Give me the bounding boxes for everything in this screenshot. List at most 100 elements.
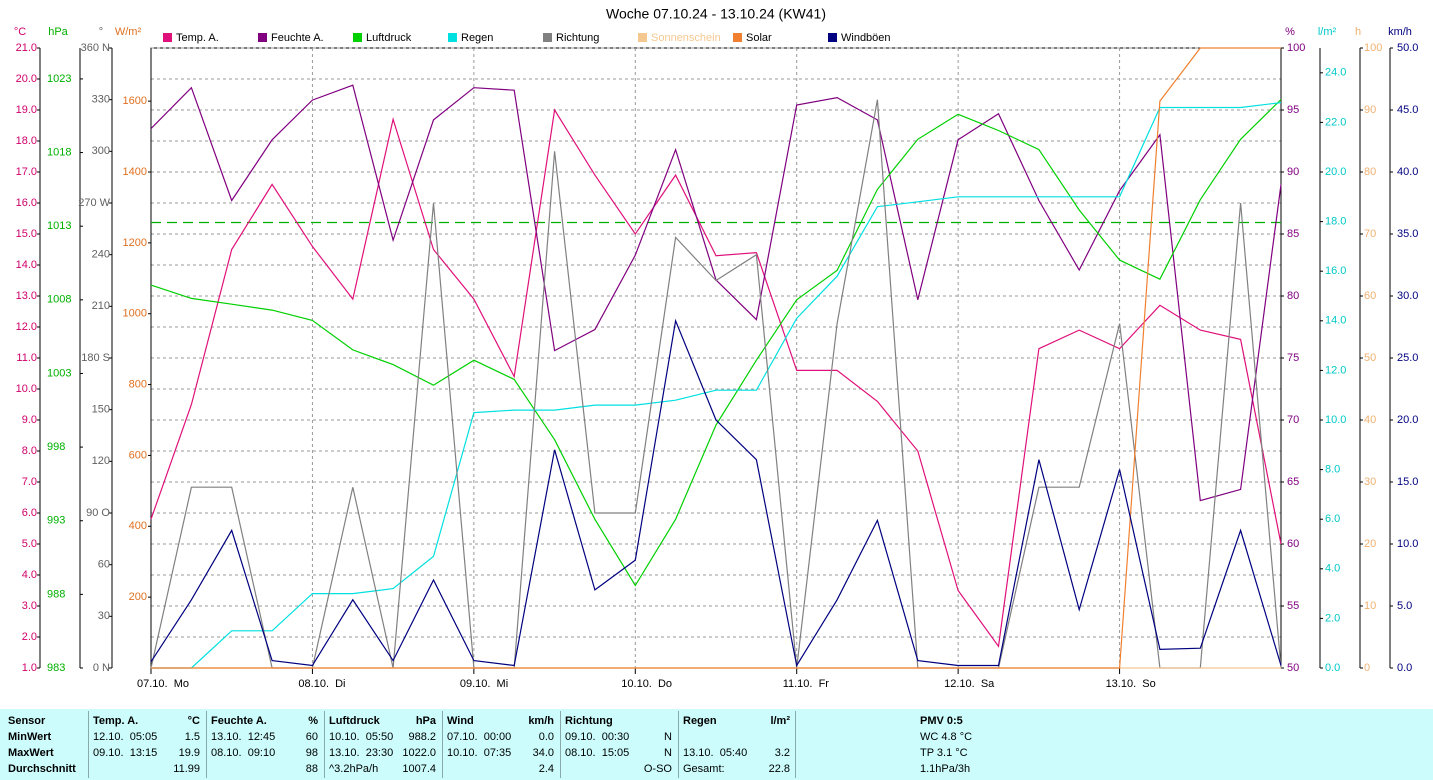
table-cell: WC 4.8 °C [920,731,973,743]
y-tick-label: 5.0 [1397,600,1412,612]
y-tick-label: 50 [1364,352,1376,364]
y-tick-label: 12.0 [1325,364,1346,376]
y-tick-label: 7.0 [22,476,37,488]
legend-swatch [543,33,552,42]
y-tick-label: 100 [1364,42,1382,54]
axis-unit: hPa [48,26,68,38]
y-tick-label: 1200 [123,237,147,249]
y-tick-label: 4.0 [1325,563,1340,575]
table-cell: 13.10. 23:30 [329,747,394,759]
y-tick-label: 993 [47,515,65,527]
table-cell: 08.10. 15:05 [565,747,630,759]
y-tick-label: 4.0 [22,569,37,581]
table-cell: 19.9 [178,747,200,759]
y-tick-label: 1.0 [22,662,37,674]
y-tick-label: 14.0 [1325,315,1346,327]
y-tick-label: 80 [1287,290,1299,302]
table-cell: Durchschnitt [8,763,76,775]
y-tick-label: 998 [47,441,65,453]
axis-unit: W/m² [115,26,142,38]
axis-unit: % [1285,26,1295,38]
y-tick-label: 70 [1364,228,1376,240]
legend-swatch [733,33,742,42]
table-cell: 13.10. 12:45 [211,731,276,743]
y-tick-label: 1008 [47,294,71,306]
table-cell: Regen [683,715,717,727]
series-line [150,108,1282,648]
y-tick-label: 5.0 [22,538,37,550]
y-tick-label: 60 [1364,290,1376,302]
series-line [150,318,1282,668]
table-cell: Temp. A. [93,715,139,727]
axis-unit: h [1355,26,1361,38]
x-tick-label: 12.10. Sa [944,678,995,690]
y-tick-label: 988 [47,588,65,600]
series-line [150,99,1282,587]
table-cell: 988.2 [408,731,436,743]
y-tick-label: 21.0 [16,42,37,54]
legend-swatch [163,33,172,42]
series-line [151,102,1282,669]
chart-title: Woche 07.10.24 - 13.10.24 (KW41) [606,6,826,22]
column-separator [88,711,89,778]
y-tick-label: 35.0 [1397,228,1418,240]
y-tick-label: 55 [1287,600,1299,612]
column-separator [324,711,325,778]
y-tick-label: 0.0 [1325,662,1340,674]
x-tick-label: 08.10. Di [298,678,345,690]
column-separator [560,711,561,778]
legend-swatch [828,33,837,42]
y-tick-label: 45.0 [1397,104,1418,116]
legend-label: Regen [461,32,493,44]
y-tick-label: 13.0 [16,290,37,302]
table-cell: 1.1hPa/3h [920,763,971,775]
y-tick-label: 8.0 [22,445,37,457]
y-tick-label: 210 [92,300,110,312]
table-cell: 13.10. 05:40 [683,747,748,759]
y-tick-label: 1023 [47,73,71,85]
table-cell: Sensor [8,715,46,727]
table-cell: 09.10. 13:15 [93,747,158,759]
table-cell: 98 [305,747,318,759]
y-tick-label: 2.0 [22,631,37,643]
table-cell: % [308,715,318,727]
table-cell: 0.0 [538,731,554,743]
y-tick-label: 15.0 [16,228,37,240]
table-cell: 10.10. 07:35 [447,747,512,759]
table-cell: Luftdruck [329,715,380,727]
y-tick-label: 30 [98,610,110,622]
y-tick-label: 1400 [123,166,147,178]
y-tick-label: 11.0 [16,352,37,364]
y-tick-label: 330 [92,94,110,106]
chart: Woche 07.10.24 - 13.10.24 (KW41) 07.10. … [14,6,1419,690]
table-cell: Richtung [565,715,613,727]
table-cell: ^3.2hPa/h [329,763,379,775]
series-line [150,99,1282,669]
y-tick-label: 16.0 [1325,265,1346,277]
y-tick-label: 300 [92,145,110,157]
table-cell: 09.10. 00:30 [565,731,630,743]
y-tick-label: 15.0 [1397,476,1418,488]
y-tick-label: 24.0 [1325,67,1346,79]
y-tick-label: 20 [1364,538,1376,550]
table-cell: O-SO [643,763,672,775]
y-tick-label: 8.0 [1325,464,1340,476]
y-tick-label: 60 [1287,538,1299,550]
y-tick-label: 18.0 [1325,216,1346,228]
legend-swatch [258,33,267,42]
y-tick-label: 90 [1287,166,1299,178]
y-tick-label: 10.0 [1397,538,1418,550]
y-tick-label: 100 [1287,42,1305,54]
x-tick-label: 09.10. Mi [460,678,508,690]
table-cell: PMV 0:5 [920,715,963,727]
y-tick-label: 1018 [47,146,71,158]
axis-unit: ° [99,26,103,38]
y-tick-label: 200 [129,591,147,603]
table-cell: 1007.4 [402,763,436,775]
legend-label: Luftdruck [366,32,412,44]
table-cell: 10.10. 05:50 [329,731,394,743]
y-tick-label: 3.0 [22,600,37,612]
table-cell: 88 [305,763,318,775]
y-tick-label: 50 [1287,662,1299,674]
